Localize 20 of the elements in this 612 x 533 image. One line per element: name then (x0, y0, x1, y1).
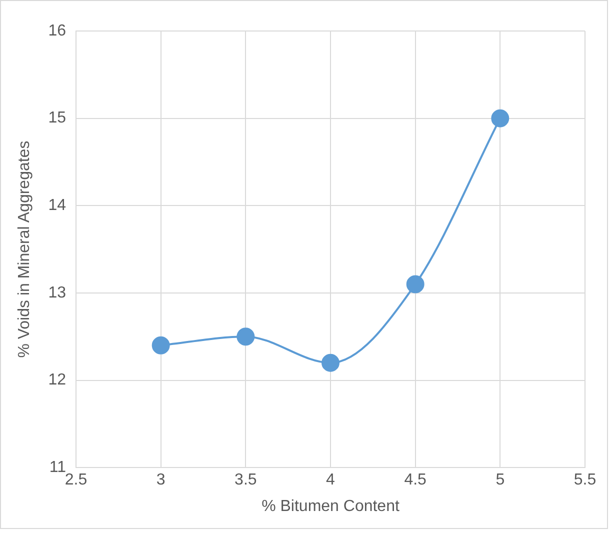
x-axis-title: % Bitumen Content (262, 498, 400, 515)
x-tick-label: 3.5 (234, 472, 257, 489)
point (322, 354, 340, 372)
y-tick-label: 13 (48, 284, 66, 302)
x-tick-label: 5.5 (574, 472, 596, 489)
point (491, 109, 510, 128)
x-tick-label: 3 (156, 472, 166, 489)
x-tick-label: 4.5 (404, 472, 427, 489)
x-tick-label: 5 (496, 472, 505, 489)
y-axis-title: % Voids in Mineral Aggregates (16, 140, 34, 358)
point (152, 336, 170, 354)
y-tick-label: 14 (48, 197, 66, 214)
y-tick-label: 11 (49, 459, 66, 476)
y-tick-label: 15 (48, 110, 66, 127)
x-tick-label: 2.5 (64, 472, 88, 489)
point (406, 275, 424, 294)
x-tick-label: 4 (326, 472, 336, 489)
y-tick-label: 12 (48, 372, 66, 389)
point (236, 328, 255, 346)
y-tick-label: 16 (48, 22, 66, 40)
